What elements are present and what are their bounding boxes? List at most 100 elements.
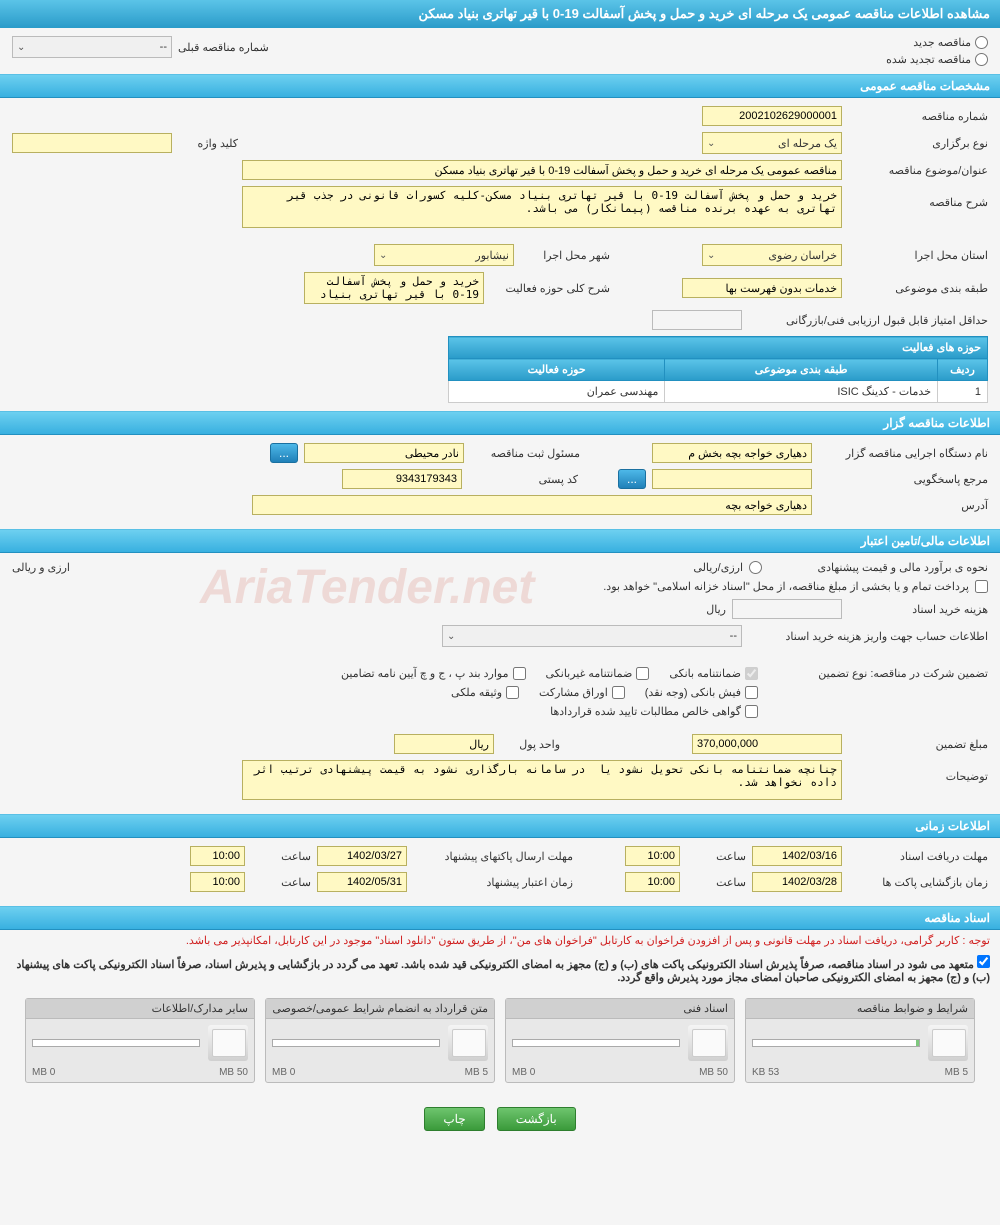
amount-label: مبلغ تضمین bbox=[848, 738, 988, 751]
keyword-field[interactable] bbox=[12, 133, 172, 153]
fx-currency: ارزی و ریالی bbox=[12, 561, 70, 574]
payment-checkbox[interactable] bbox=[975, 580, 988, 593]
doc-card[interactable]: اسناد فنی 50 MB0 MB bbox=[505, 998, 735, 1083]
time-label-4: ساعت bbox=[251, 876, 311, 889]
chevron-down-icon: ⌄ bbox=[379, 250, 387, 261]
scope-field: خرید و حمل و پخش آسفالت 19-0 با قیر تهات… bbox=[304, 272, 484, 304]
prev-number-dropdown[interactable]: -- ⌄ bbox=[12, 36, 172, 58]
documents-warning: توجه : کاربر گرامی، دریافت اسناد در مهلت… bbox=[0, 930, 1000, 951]
fx-label: ارزی/ریالی bbox=[693, 561, 743, 574]
doc-card[interactable]: شرایط و ضوابط مناقصه 5 MB53 KB bbox=[745, 998, 975, 1083]
doc-total: 5 MB bbox=[945, 1067, 968, 1078]
progress-bar bbox=[752, 1039, 920, 1047]
org-field bbox=[652, 443, 812, 463]
radio-new-label: مناقصه جدید bbox=[913, 36, 971, 49]
chevron-down-icon: ⌄ bbox=[447, 631, 455, 642]
cell-act: مهندسی عمران bbox=[449, 381, 665, 403]
progress-fill bbox=[916, 1040, 919, 1046]
doc-used: 0 MB bbox=[32, 1067, 55, 1078]
g-nonbank-label: ضمانتنامه غیربانکی bbox=[546, 667, 633, 680]
doc-title: سایر مدارک/اطلاعات bbox=[26, 999, 254, 1019]
doc-title: اسناد فنی bbox=[506, 999, 734, 1019]
g-bank-label: ضمانتنامه بانکی bbox=[669, 667, 741, 680]
account-label: اطلاعات حساب جهت واریز هزینه خرید اسناد bbox=[748, 630, 988, 643]
prev-number-label: شماره مناقصه قبلی bbox=[178, 41, 269, 54]
folder-icon bbox=[448, 1025, 488, 1061]
ref-lookup-button[interactable]: ... bbox=[618, 469, 646, 489]
g-cash-check[interactable] bbox=[745, 686, 758, 699]
category-label: طبقه بندی موضوعی bbox=[848, 282, 988, 295]
g-nonbank-check[interactable] bbox=[636, 667, 649, 680]
section-timing: اطلاعات زمانی bbox=[0, 814, 1000, 838]
g-cert-check[interactable] bbox=[745, 705, 758, 718]
number-field bbox=[702, 106, 842, 126]
chevron-down-icon: ⌄ bbox=[707, 250, 715, 261]
province-dropdown[interactable]: خراسان رضوی ⌄ bbox=[702, 244, 842, 266]
cell-cat: خدمات - کدینگ ISIC bbox=[665, 381, 938, 403]
time-label-2: ساعت bbox=[251, 850, 311, 863]
manager-lookup-button[interactable]: ... bbox=[270, 443, 298, 463]
doc-total: 5 MB bbox=[465, 1067, 488, 1078]
prev-number-value: -- bbox=[160, 41, 167, 53]
commitment-text: متعهد می شود در اسناد مناقصه، صرفاً پذیر… bbox=[17, 959, 990, 984]
desc-label: شرح مناقصه bbox=[848, 186, 988, 209]
time-label-3: ساعت bbox=[686, 876, 746, 889]
amount-field bbox=[692, 734, 842, 754]
doc-total: 50 MB bbox=[219, 1067, 248, 1078]
print-button[interactable]: چاپ bbox=[424, 1107, 484, 1131]
city-value: نیشابور bbox=[475, 249, 509, 262]
cell-n: 1 bbox=[938, 381, 988, 403]
g-bank-check bbox=[745, 667, 758, 680]
g-property-check[interactable] bbox=[506, 686, 519, 699]
notes-field: چنانچه ضمانتنامه بانکی تحویل نشود یا در … bbox=[242, 760, 842, 800]
page-title: مشاهده اطلاعات مناقصه عمومی یک مرحله ای … bbox=[0, 0, 1000, 28]
min-score-label: حداقل امتیاز قابل قبول ارزیابی فنی/بازرگ… bbox=[748, 314, 988, 327]
min-score-field[interactable] bbox=[652, 310, 742, 330]
g-terms-check[interactable] bbox=[513, 667, 526, 680]
title-label: عنوان/موضوع مناقصه bbox=[848, 164, 988, 177]
account-value: -- bbox=[730, 630, 737, 642]
receive-time bbox=[625, 846, 680, 866]
city-dropdown[interactable]: نیشابور ⌄ bbox=[374, 244, 514, 266]
doc-title: شرایط و ضوابط مناقصه bbox=[746, 999, 974, 1019]
province-label: استان محل اجرا bbox=[848, 249, 988, 262]
open-label: زمان بازگشایی پاکت ها bbox=[848, 876, 988, 889]
receive-label: مهلت دریافت اسناد bbox=[848, 850, 988, 863]
ref-field[interactable] bbox=[652, 469, 812, 489]
account-dropdown[interactable]: -- ⌄ bbox=[442, 625, 742, 647]
doc-title: متن قرارداد به انضمام شرایط عمومی/خصوصی bbox=[266, 999, 494, 1019]
radio-new-tender[interactable] bbox=[975, 36, 988, 49]
doc-total: 50 MB bbox=[699, 1067, 728, 1078]
ref-label: مرجع پاسخگویی bbox=[818, 473, 988, 486]
doc-card[interactable]: سایر مدارک/اطلاعات 50 MB 0 MB bbox=[25, 998, 255, 1083]
org-label: نام دستگاه اجرایی مناقصه گزار bbox=[818, 447, 988, 460]
progress-bar bbox=[512, 1039, 680, 1047]
g-property-label: وثیقه ملکی bbox=[451, 686, 502, 699]
col-activity: حوزه فعالیت bbox=[449, 359, 665, 381]
type-label: نوع برگزاری bbox=[848, 137, 988, 150]
validity-time bbox=[190, 872, 245, 892]
documents-grid: شرایط و ضوابط مناقصه 5 MB53 KB اسناد فنی… bbox=[0, 988, 1000, 1093]
progress-bar bbox=[32, 1039, 200, 1047]
address-field bbox=[252, 495, 812, 515]
payment-note: پرداخت تمام و یا بخشی از مبلغ مناقصه، از… bbox=[603, 580, 969, 593]
estimate-label: نحوه ی برآورد مالی و قیمت پیشنهادی bbox=[768, 561, 988, 574]
chevron-down-icon: ⌄ bbox=[17, 42, 25, 53]
doc-cost-field[interactable] bbox=[732, 599, 842, 619]
open-date bbox=[752, 872, 842, 892]
chevron-down-icon: ⌄ bbox=[707, 138, 715, 149]
open-time bbox=[625, 872, 680, 892]
doc-card[interactable]: متن قرارداد به انضمام شرایط عمومی/خصوصی … bbox=[265, 998, 495, 1083]
folder-icon bbox=[208, 1025, 248, 1061]
manager-label: مسئول ثبت مناقصه bbox=[470, 447, 580, 460]
radio-renewed-tender[interactable] bbox=[975, 53, 988, 66]
notes-label: توضیحات bbox=[848, 760, 988, 783]
number-label: شماره مناقصه bbox=[848, 110, 988, 123]
type-dropdown[interactable]: یک مرحله ای ⌄ bbox=[702, 132, 842, 154]
section-general: مشخصات مناقصه عمومی bbox=[0, 74, 1000, 98]
category-field bbox=[682, 278, 842, 298]
fx-radio[interactable] bbox=[749, 561, 762, 574]
commitment-checkbox[interactable] bbox=[977, 955, 990, 968]
g-securities-check[interactable] bbox=[612, 686, 625, 699]
back-button[interactable]: بازگشت bbox=[497, 1107, 576, 1131]
